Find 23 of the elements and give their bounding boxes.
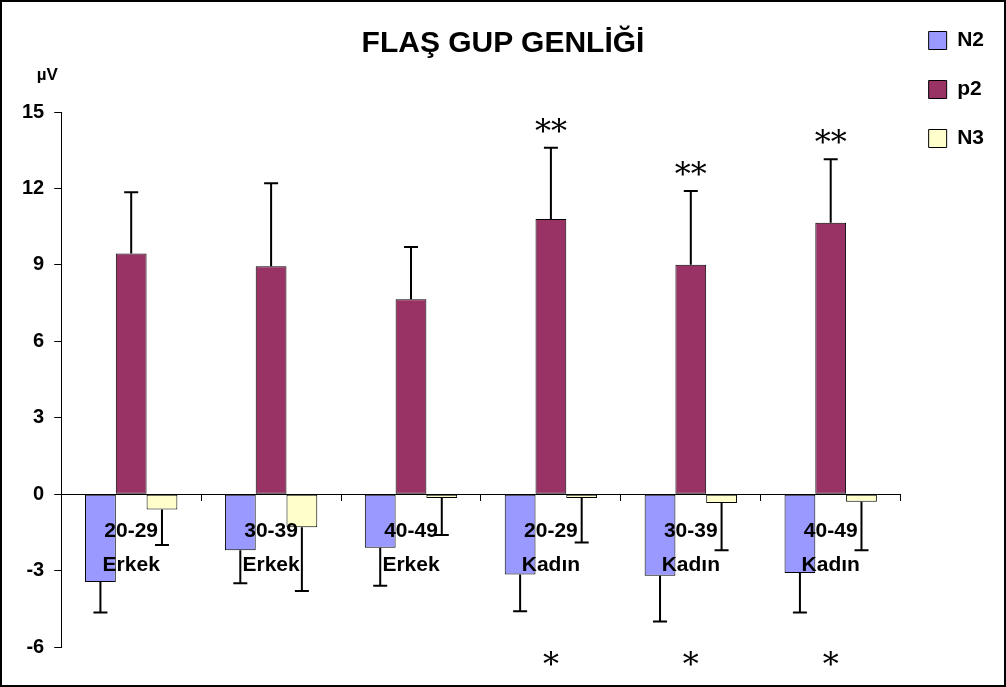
y-axis-title: µV: [36, 65, 59, 85]
annotation: *: [822, 645, 839, 684]
x-tick-label: 40-49 Erkek: [382, 517, 440, 575]
chart-title: FLAŞ GUP GENLİĞİ: [361, 25, 645, 59]
annotation: *: [542, 645, 559, 684]
y-tick-label: 15: [22, 99, 45, 122]
annotation: **: [674, 155, 707, 194]
x-tick-label: 30-39 Erkek: [242, 517, 301, 575]
x-tick-label: 20-29 Kadın: [521, 517, 581, 575]
legend-label: p2: [957, 76, 982, 100]
x-tick-label: 30-39 Kadın: [661, 517, 720, 575]
y-tick-label: 9: [33, 252, 45, 275]
annotation: **: [814, 123, 847, 162]
y-tick-label: 6: [33, 328, 45, 351]
annotation: **: [534, 111, 567, 150]
legend-label: N2: [957, 27, 985, 51]
y-tick-label: 0: [33, 481, 45, 504]
y-tick-label: 3: [33, 405, 45, 428]
y-tick-label: 12: [22, 175, 45, 198]
annotation: *: [682, 645, 699, 684]
y-tick-label: -6: [26, 634, 45, 657]
y-tick-label: -3: [26, 558, 45, 581]
legend-label: N3: [957, 125, 985, 149]
